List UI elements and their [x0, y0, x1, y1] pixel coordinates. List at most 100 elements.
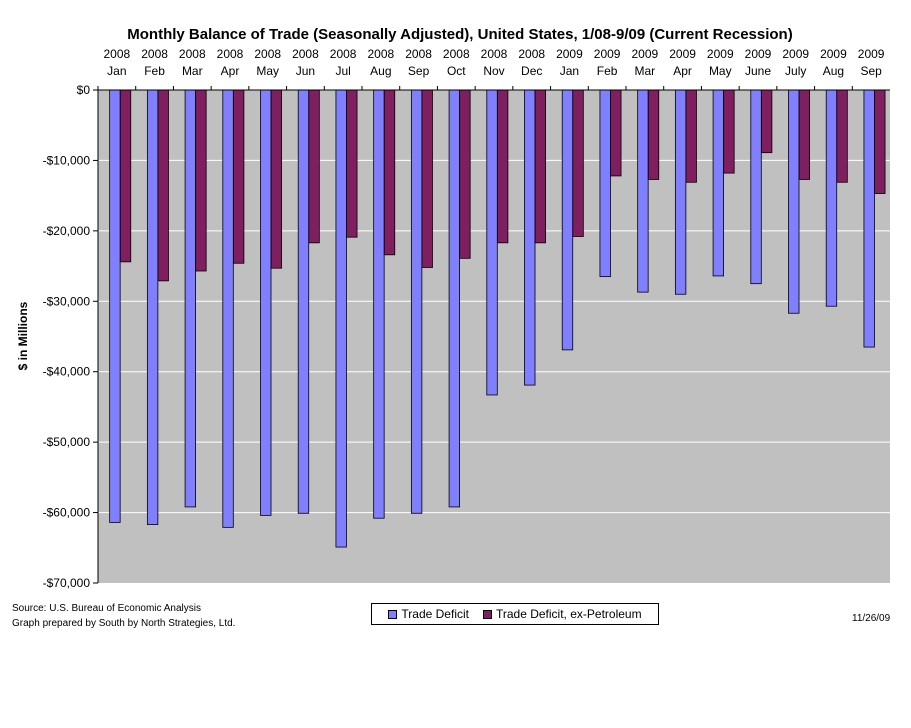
bar-ex-petroleum [496, 89, 509, 244]
x-tick-month: Nov [483, 64, 504, 78]
x-tick-month: May [709, 64, 732, 78]
bar-trade-deficit [448, 89, 460, 508]
x-axis: 2008 Jan 2008 Feb 2008 Mar 2008 Apr 2008 May 2008 J… [93, 47, 890, 91]
source-note: Source: U.S. Bureau of Economic Analysis… [12, 601, 235, 631]
bar-ex-petroleum [798, 89, 811, 180]
x-tick-month: Apr [673, 64, 692, 78]
bar-ex-petroleum [534, 89, 547, 244]
x-tick-year: 2009 [782, 47, 809, 61]
y-tick-label: -$70,000 [43, 576, 91, 590]
x-tick-year: 2009 [594, 47, 621, 61]
bar-ex-petroleum [346, 89, 358, 238]
x-tick-month: Sep [408, 64, 430, 78]
bar-trade-deficit [260, 89, 272, 516]
bar-trade-deficit [637, 89, 649, 293]
bar-trade-deficit [146, 89, 159, 525]
bar-trade-deficit [373, 89, 385, 519]
x-tick-year: 2008 [443, 47, 470, 61]
bar-trade-deficit [825, 89, 838, 307]
x-tick-year: 2008 [518, 47, 545, 61]
bar-trade-deficit [335, 89, 347, 548]
bars [109, 89, 886, 548]
bar-ex-petroleum [685, 89, 697, 183]
prepared-by-line: Graph prepared by South by North Strateg… [12, 618, 236, 629]
bar-trade-deficit [674, 89, 687, 295]
x-tick-year: 2009 [745, 47, 772, 61]
bar-trade-deficit [524, 89, 536, 386]
x-tick-month: Apr [221, 64, 240, 78]
x-tick-year: 2008 [368, 47, 395, 61]
x-tick-month: June [745, 64, 771, 78]
x-tick-month: Feb [144, 64, 165, 78]
x-tick-month: Sep [860, 64, 882, 78]
legend: Trade Deficit Trade Deficit, ex-Petroleu… [371, 603, 659, 625]
bar-trade-deficit [410, 89, 423, 514]
y-tick-label: -$30,000 [43, 294, 91, 308]
y-axis-label: $ in Millions [16, 301, 30, 370]
x-tick-year: 2008 [292, 47, 319, 61]
bar-ex-petroleum [761, 89, 773, 154]
bar-trade-deficit [788, 89, 800, 314]
x-tick-year: 2008 [254, 47, 281, 61]
bar-trade-deficit [599, 89, 611, 278]
x-tick-month: Jan [107, 64, 126, 78]
x-tick-year: 2008 [104, 47, 131, 61]
bar-ex-petroleum [232, 89, 245, 264]
x-tick-month: Oct [447, 64, 466, 78]
bar-ex-petroleum [459, 89, 471, 259]
y-tick-label: -$60,000 [43, 506, 91, 520]
bar-trade-deficit [222, 89, 234, 528]
bar-trade-deficit [561, 89, 574, 351]
x-tick-month: Aug [823, 64, 844, 78]
bar-ex-petroleum [157, 89, 169, 282]
y-tick-label: -$50,000 [43, 435, 91, 449]
bar-ex-petroleum [308, 89, 320, 244]
bar-trade-deficit [750, 89, 762, 285]
bar-trade-deficit [184, 89, 196, 508]
bar-ex-petroleum [610, 89, 622, 177]
bar-ex-petroleum [647, 89, 660, 180]
legend-swatch-trade-deficit [388, 609, 398, 619]
x-tick-year: 2008 [217, 47, 244, 61]
bar-ex-petroleum [195, 89, 207, 272]
bar-trade-deficit [109, 89, 121, 523]
x-tick-year: 2008 [330, 47, 357, 61]
y-tick-label: -$40,000 [43, 365, 91, 379]
legend-item-ex-petroleum: Trade Deficit, ex-Petroleum [482, 607, 642, 621]
x-tick-month: Jul [335, 64, 350, 78]
x-tick-year: 2008 [179, 47, 206, 61]
chart-title: Monthly Balance of Trade (Seasonally Adj… [127, 26, 792, 43]
x-tick-month: Jan [560, 64, 579, 78]
x-tick-year: 2009 [707, 47, 734, 61]
x-tick-year: 2009 [556, 47, 583, 61]
x-tick-month: Jun [296, 64, 315, 78]
bar-ex-petroleum [270, 89, 283, 269]
bar-ex-petroleum [421, 89, 433, 268]
bar-ex-petroleum [723, 89, 735, 174]
x-tick-month: Dec [521, 64, 542, 78]
legend-label-trade-deficit: Trade Deficit [401, 607, 469, 621]
x-tick-month: Aug [370, 64, 391, 78]
source-line: Source: U.S. Bureau of Economic Analysis [12, 603, 201, 614]
bar-ex-petroleum [383, 89, 396, 256]
bar-ex-petroleum [836, 89, 848, 183]
bar-trade-deficit [486, 89, 498, 396]
bar-ex-petroleum [119, 89, 132, 263]
bar-ex-petroleum [572, 89, 584, 237]
x-tick-month: Mar [635, 64, 656, 78]
x-tick-year: 2008 [481, 47, 508, 61]
x-tick-month: Mar [182, 64, 203, 78]
x-tick-month: July [785, 64, 806, 78]
x-tick-year: 2009 [669, 47, 696, 61]
bar-trade-deficit [863, 89, 875, 348]
x-tick-year: 2009 [820, 47, 847, 61]
x-tick-year: 2009 [632, 47, 659, 61]
legend-label-ex-petroleum: Trade Deficit, ex-Petroleum [495, 607, 642, 621]
x-tick-year: 2009 [858, 47, 885, 61]
y-tick-label: $0 [77, 83, 91, 97]
x-tick-year: 2008 [141, 47, 168, 61]
bar-trade-deficit [712, 89, 724, 277]
y-tick-label: -$20,000 [43, 224, 91, 238]
legend-item-trade-deficit: Trade Deficit [388, 607, 469, 621]
